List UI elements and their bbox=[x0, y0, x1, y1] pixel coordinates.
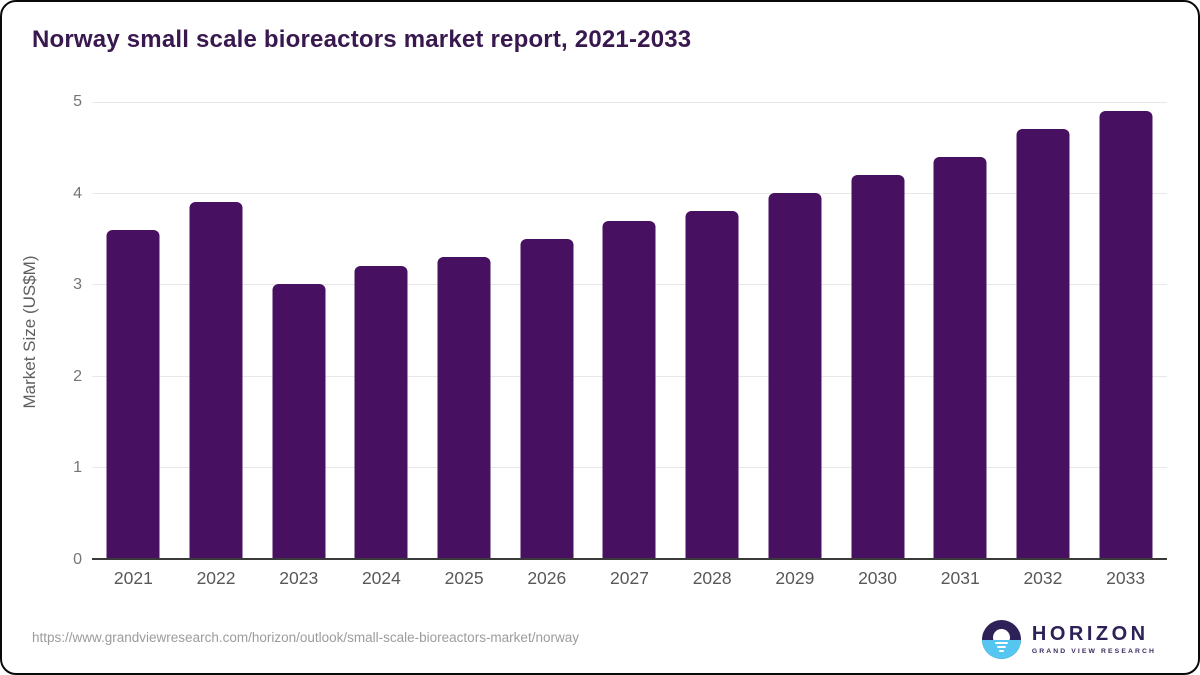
x-label-2032: 2032 bbox=[1023, 568, 1063, 588]
bar-slot bbox=[754, 102, 837, 558]
bar-series bbox=[92, 102, 1167, 558]
y-tick-label: 3 bbox=[73, 276, 82, 294]
x-label-2029: 2029 bbox=[775, 568, 815, 588]
bar-2030[interactable] bbox=[851, 174, 905, 558]
x-axis-labels: 2021 2022 2023 2024 2025 2026 2027 2028 2029 2030… bbox=[92, 568, 1167, 589]
plot-area bbox=[92, 102, 1167, 560]
y-tick-label: 0 bbox=[73, 551, 82, 568]
bar-2025[interactable] bbox=[437, 257, 491, 558]
bar-2032[interactable] bbox=[1016, 129, 1070, 558]
bar-slot bbox=[1002, 102, 1085, 558]
x-label-2023: 2023 bbox=[279, 568, 319, 588]
bar-2031[interactable] bbox=[933, 156, 987, 558]
y-tick-label: 1 bbox=[73, 459, 82, 477]
bar-2028[interactable] bbox=[685, 211, 739, 558]
x-label-2027: 2027 bbox=[610, 568, 649, 588]
bar-2021[interactable] bbox=[106, 229, 160, 558]
bar-2024[interactable] bbox=[354, 266, 408, 558]
x-label-2033: 2033 bbox=[1106, 568, 1146, 588]
x-label-2028: 2028 bbox=[692, 568, 732, 588]
brand-name: HORIZON bbox=[1031, 623, 1149, 645]
y-axis-title: Market Size (US$M) bbox=[20, 255, 39, 409]
bar-slot bbox=[505, 102, 588, 558]
bar-slot bbox=[919, 102, 1002, 558]
x-label-2024: 2024 bbox=[361, 568, 401, 588]
sea-shape bbox=[981, 640, 1021, 659]
bar-slot bbox=[423, 102, 506, 558]
source-url: https://www.grandviewresearch.com/horizo… bbox=[32, 630, 579, 645]
x-label-2030: 2030 bbox=[858, 568, 897, 588]
bar-2022[interactable] bbox=[189, 202, 243, 558]
bar-slot bbox=[836, 102, 919, 558]
bar-2029[interactable] bbox=[768, 193, 822, 558]
bar-2023[interactable] bbox=[272, 284, 326, 558]
x-label-2031: 2031 bbox=[940, 568, 980, 588]
x-label-2022: 2022 bbox=[196, 568, 236, 588]
horizon-sun-over-sea-icon bbox=[981, 620, 1021, 659]
x-label-2026: 2026 bbox=[527, 568, 567, 588]
bar-slot bbox=[588, 102, 671, 558]
x-label-2025: 2025 bbox=[444, 568, 484, 588]
bar-slot bbox=[340, 102, 423, 558]
y-tick-label: 5 bbox=[73, 93, 82, 110]
bar-2033[interactable] bbox=[1099, 111, 1153, 558]
bar-slot bbox=[175, 102, 258, 558]
bar-2027[interactable] bbox=[602, 220, 656, 558]
chart-title: Norway small scale bioreactors market re… bbox=[32, 26, 692, 53]
gridline bbox=[92, 102, 1167, 103]
bar-slot bbox=[1084, 102, 1167, 558]
x-label-2021: 2021 bbox=[113, 568, 153, 588]
y-axis-tick-labels: 0 1 2 3 4 5 bbox=[50, 93, 82, 568]
bar-slot bbox=[671, 102, 754, 558]
y-tick-label: 2 bbox=[73, 367, 82, 385]
gridline bbox=[92, 193, 1167, 195]
bar-slot bbox=[92, 102, 175, 558]
brand-logo: HORIZON GRAND VIEW RESEARCH bbox=[981, 620, 1156, 659]
brand-subtitle: GRAND VIEW RESEARCH bbox=[1031, 648, 1156, 655]
bar-slot bbox=[257, 102, 340, 558]
bar-2026[interactable] bbox=[520, 238, 574, 558]
y-tick-label: 4 bbox=[73, 184, 82, 202]
brand-wordmark: HORIZON GRAND VIEW RESEARCH bbox=[1031, 623, 1156, 656]
